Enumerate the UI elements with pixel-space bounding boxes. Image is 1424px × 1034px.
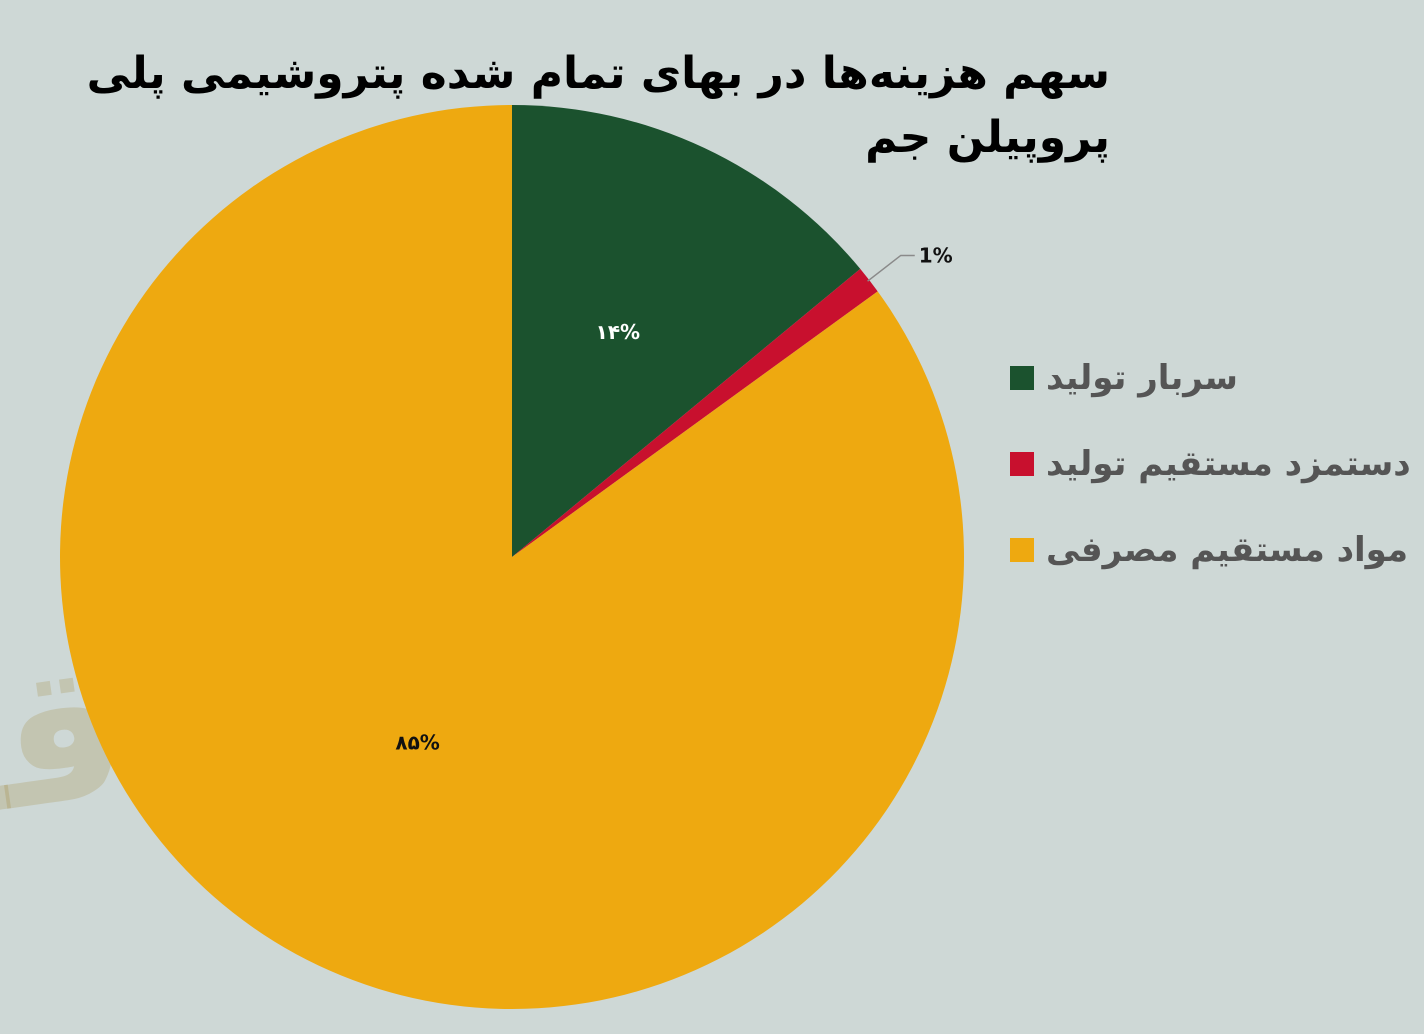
legend-label-direct-labor: دستمزد مستقیم تولید (1046, 444, 1411, 484)
slice-direct-materials (59, 105, 965, 1009)
slice-overhead (512, 105, 861, 557)
data-label-direct-materials: ۸۵% (395, 730, 439, 754)
slice-direct-labor (512, 268, 878, 557)
legend-item-direct-materials: مواد مستقیم مصرفی (1010, 522, 1408, 578)
leader-line-direct-labor (867, 254, 915, 282)
legend-item-direct-labor: دستمزد مستقیم تولید (1010, 436, 1411, 492)
data-label-direct-labor: 1% (919, 243, 953, 267)
legend-label-direct-materials: مواد مستقیم مصرفی (1046, 530, 1409, 570)
chart-title: سهم هزینه‌ها در بهای تمام شده پتروشیمی پ… (86, 48, 1110, 163)
legend-item-overhead: سربار تولید (1010, 350, 1400, 406)
legend: سربار تولید دستمزد مستقیم تولید مواد مست… (1010, 350, 1411, 608)
data-label-overhead: ۱۴% (596, 320, 640, 344)
legend-swatch-direct-labor (1010, 452, 1034, 476)
legend-label-overhead: سربار تولید (1046, 358, 1238, 398)
legend-swatch-overhead (1010, 366, 1034, 390)
legend-swatch-direct-materials (1010, 538, 1034, 562)
